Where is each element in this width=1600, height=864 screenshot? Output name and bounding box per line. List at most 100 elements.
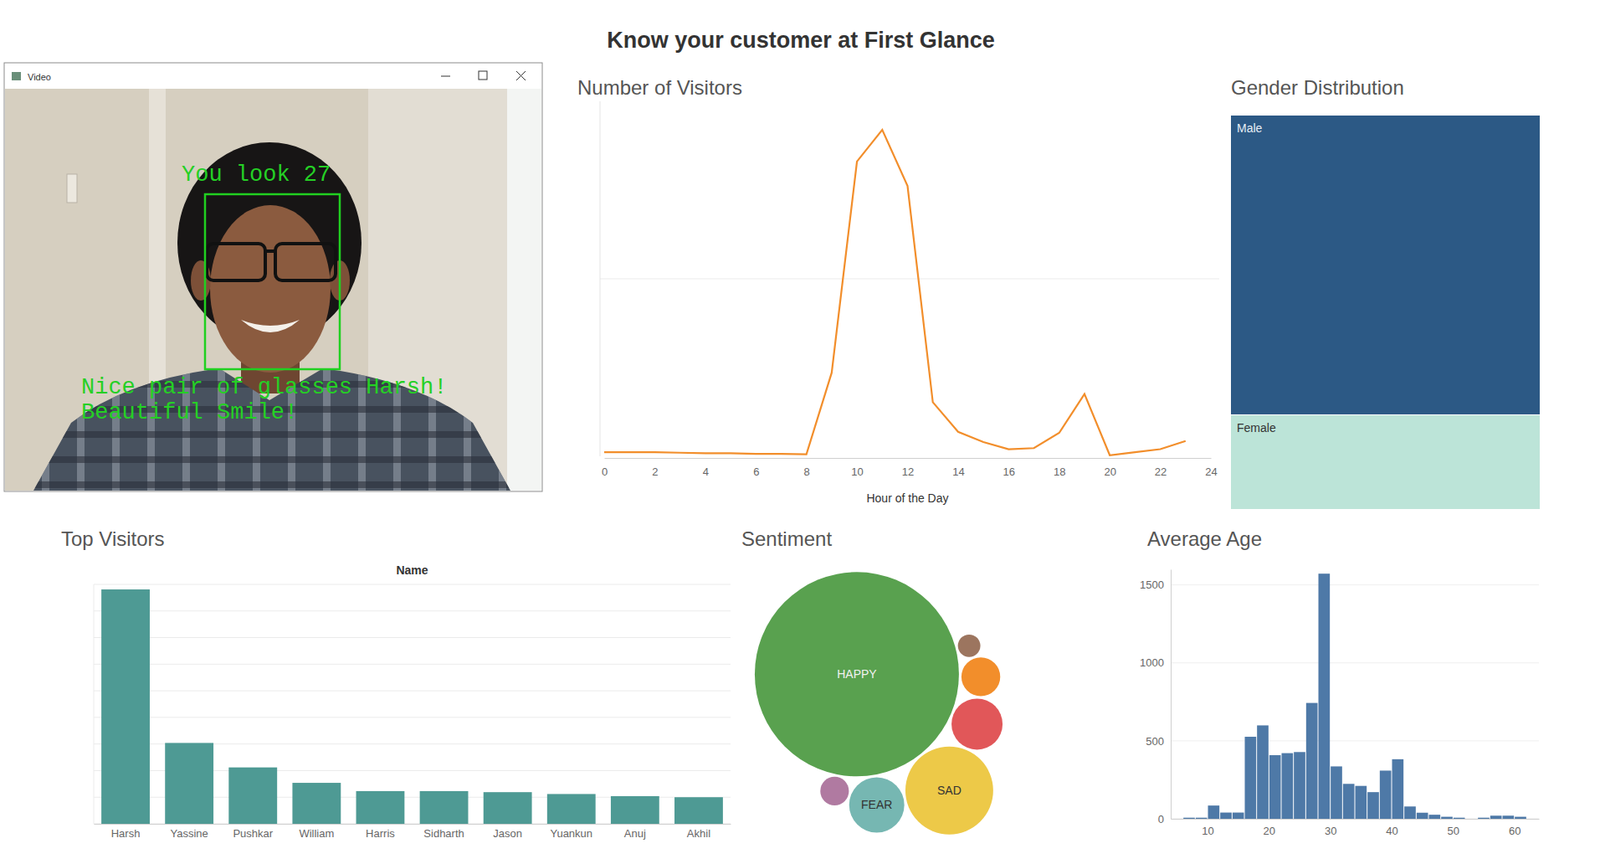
histogram: 050010001500102030405060 bbox=[1139, 569, 1539, 838]
tick-label: 60 bbox=[1508, 824, 1521, 837]
tick-label: 16 bbox=[1003, 465, 1016, 478]
tick-label: Pushkar bbox=[232, 826, 273, 840]
face-box bbox=[205, 194, 340, 370]
chart-title: Number of Visitors bbox=[577, 76, 743, 99]
axis-line bbox=[605, 457, 1212, 459]
tick-label: 0 bbox=[601, 465, 608, 478]
x-axis: 102030405060 bbox=[1171, 819, 1540, 838]
bubble bbox=[958, 634, 981, 657]
histogram-bar bbox=[1441, 816, 1453, 819]
grid-line bbox=[600, 278, 1220, 280]
x-axis-title: Name bbox=[395, 563, 428, 577]
plaid-stripe bbox=[463, 359, 472, 491]
bar-chart: HarshYassinePushkarWilliamHarrisSidharth… bbox=[93, 563, 732, 840]
tick: 10 bbox=[1201, 824, 1214, 837]
histogram-bar bbox=[1379, 769, 1392, 819]
plaid-stripe bbox=[41, 359, 50, 491]
bubble bbox=[820, 776, 849, 806]
close-button[interactable] bbox=[516, 71, 526, 81]
tick: 500 bbox=[1145, 734, 1165, 748]
tick: 60 bbox=[1508, 824, 1521, 837]
minimize-button[interactable] bbox=[441, 76, 451, 77]
tick: 40 bbox=[1385, 824, 1398, 837]
histogram-bar bbox=[1282, 753, 1294, 819]
tick-label: Jason bbox=[492, 826, 523, 840]
tick-label: Yuankun bbox=[549, 826, 593, 840]
histogram-bar bbox=[1208, 805, 1221, 819]
dashboard: Know your customer at First Glance VideoY… bbox=[0, 0, 1600, 864]
plaid-stripe bbox=[33, 481, 519, 488]
histogram-bar bbox=[1269, 754, 1282, 819]
histogram-bar bbox=[1232, 812, 1245, 819]
histogram-bar bbox=[1416, 812, 1429, 819]
tick: 10 bbox=[851, 465, 863, 478]
x-axis: 024681012141618202224 bbox=[601, 458, 1218, 479]
tick: William bbox=[298, 826, 334, 840]
chart-title: Sentiment bbox=[741, 527, 832, 550]
tick-label: Sidharth bbox=[423, 826, 464, 840]
bubble bbox=[849, 777, 905, 833]
tick: 8 bbox=[804, 465, 811, 478]
tick-label: 6 bbox=[753, 465, 759, 478]
axis-line bbox=[600, 101, 601, 457]
tick-label: 20 bbox=[1263, 824, 1276, 837]
light-switch bbox=[66, 174, 77, 203]
grid-line bbox=[93, 716, 731, 718]
tick-label: Yassine bbox=[170, 826, 209, 840]
tick: 1000 bbox=[1139, 656, 1165, 669]
tick-label: Anuj bbox=[624, 826, 647, 840]
window-frame bbox=[4, 62, 543, 492]
histogram-bar bbox=[1477, 817, 1490, 819]
maximize-button[interactable] bbox=[478, 71, 488, 80]
tick: 0 bbox=[601, 465, 608, 478]
page-title: Know your customer at First Glance bbox=[606, 27, 995, 53]
tick-label: 20 bbox=[1103, 465, 1116, 478]
grid-line bbox=[93, 610, 731, 611]
shirt-plaid bbox=[33, 359, 519, 491]
histogram-bar bbox=[1453, 817, 1466, 819]
tick: Pushkar bbox=[232, 826, 273, 840]
tick: 1500 bbox=[1139, 578, 1165, 591]
histogram-bar bbox=[1355, 785, 1368, 819]
face bbox=[210, 205, 331, 373]
histogram-bar bbox=[1466, 818, 1478, 820]
treemap-label: Female bbox=[1236, 420, 1277, 435]
tick-label: 24 bbox=[1205, 465, 1217, 478]
bar bbox=[610, 795, 660, 824]
histogram-bar bbox=[1318, 573, 1331, 819]
tick-label: 1000 bbox=[1139, 656, 1165, 669]
bubble-chart: HAPPYSADFEAR bbox=[754, 571, 1003, 834]
window-icon bbox=[11, 71, 21, 81]
wall bbox=[5, 88, 542, 491]
tick: Jason bbox=[492, 826, 523, 840]
tick: 20 bbox=[1103, 465, 1116, 478]
histogram-bar bbox=[1330, 765, 1343, 819]
tick-label: 4 bbox=[702, 465, 709, 478]
histogram-bar bbox=[1514, 816, 1527, 819]
bar bbox=[483, 791, 533, 824]
bubble-label: HAPPY bbox=[836, 666, 877, 681]
grid-line bbox=[93, 663, 731, 665]
grid-line bbox=[93, 690, 731, 692]
tick: Harris bbox=[365, 826, 395, 840]
video-window: VideoYou look 27Nice pair of glasses Har… bbox=[4, 62, 543, 494]
video-annotation: Beautiful Smile! bbox=[81, 400, 298, 426]
x-axis-title: Hour of the Day bbox=[866, 491, 949, 505]
histogram-bar bbox=[1404, 805, 1416, 819]
axis-line bbox=[93, 584, 95, 824]
tick-label: 10 bbox=[851, 465, 863, 478]
tick-label: William bbox=[298, 826, 334, 840]
smile bbox=[241, 319, 300, 333]
plaid-stripe bbox=[498, 359, 507, 491]
tick: 18 bbox=[1053, 465, 1066, 478]
video-annotation: You look 27 bbox=[181, 162, 331, 188]
tick: 24 bbox=[1205, 465, 1217, 478]
bar bbox=[674, 796, 724, 824]
tick-label: Harris bbox=[365, 826, 395, 840]
video-frame bbox=[5, 88, 542, 491]
glasses-bridge bbox=[265, 249, 276, 253]
histogram-bar bbox=[1490, 815, 1503, 819]
histogram-bar bbox=[1306, 702, 1318, 819]
tick: 16 bbox=[1003, 465, 1016, 478]
histogram-bar bbox=[1195, 817, 1208, 819]
